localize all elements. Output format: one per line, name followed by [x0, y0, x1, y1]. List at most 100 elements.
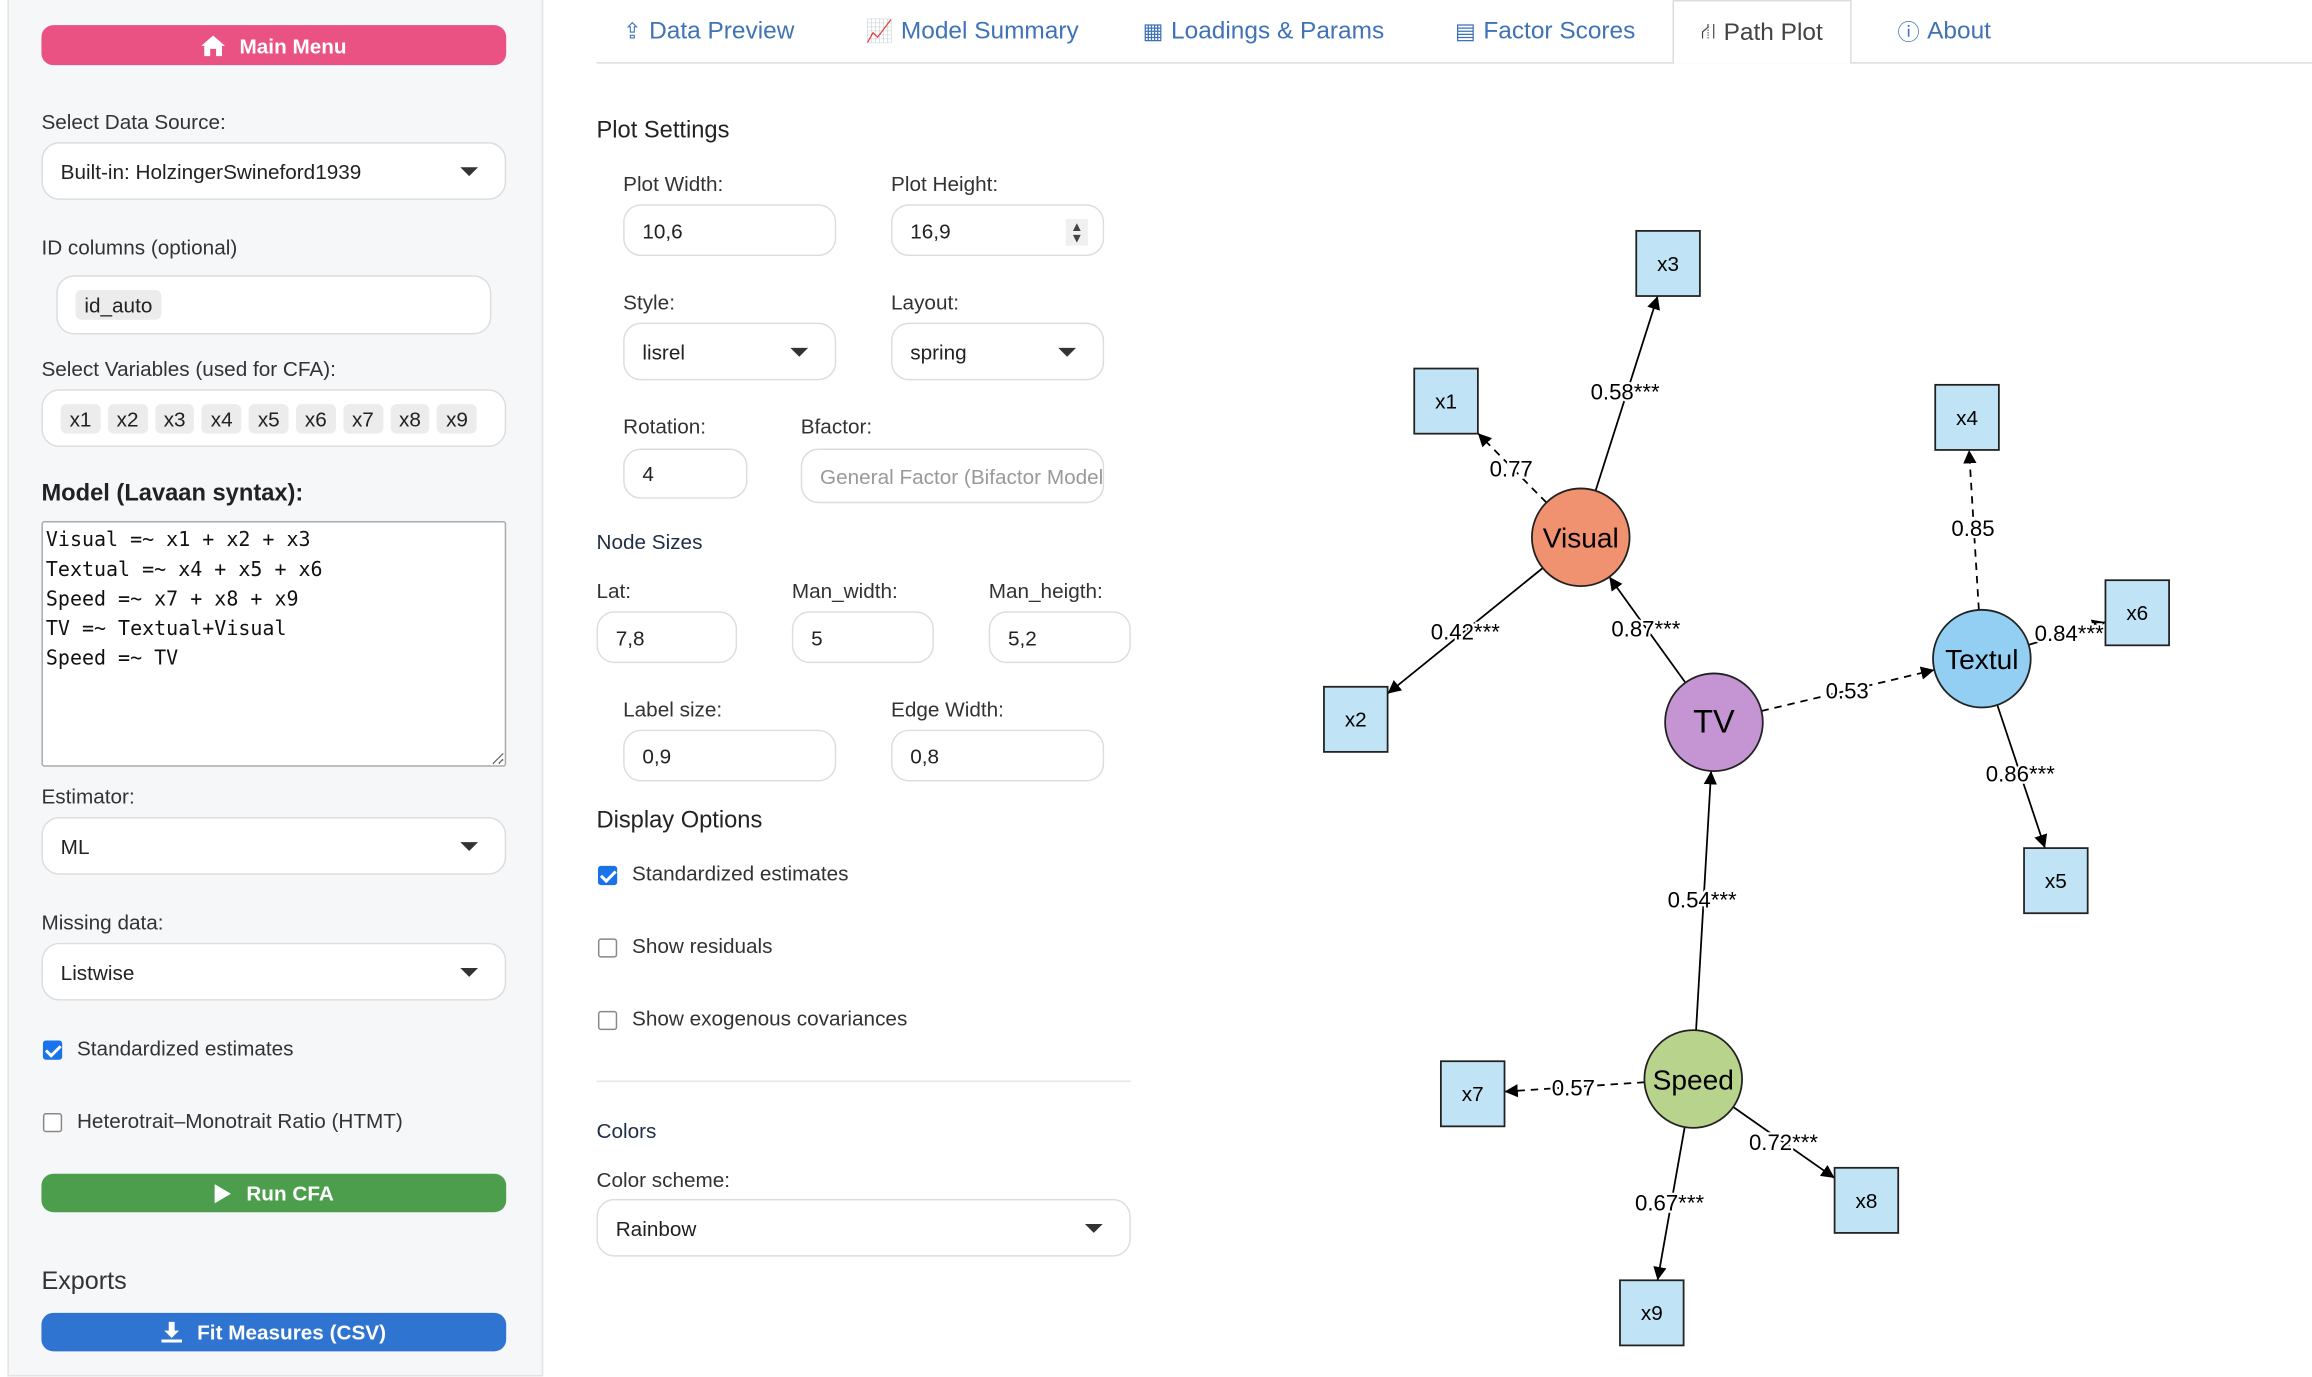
manifest-label: x1	[1435, 391, 1457, 414]
variable-chip[interactable]: x2	[107, 403, 148, 433]
edge-label: 0.85	[1951, 516, 1994, 541]
download-icon	[161, 1321, 183, 1343]
latent-node-speed	[1643, 1029, 1743, 1129]
model-textarea[interactable]: Visual =~ x1 + x2 + x3 Textual =~ x4 + x…	[41, 520, 507, 767]
manifest-label: x7	[1462, 1083, 1484, 1106]
id-columns-input[interactable]: id_auto	[56, 275, 492, 335]
manifest-label: x2	[1345, 709, 1367, 732]
tab-model-summary[interactable]: 📈 Model Summary	[866, 0, 1079, 62]
edge-width-input[interactable]: 0,8	[891, 729, 1105, 782]
manifest-label: x4	[1956, 407, 1978, 430]
tab-loadings-params[interactable]: ▦ Loadings & Params	[1143, 0, 1385, 62]
variables-input[interactable]: x1 x2 x3 x4 x5 x6 x7 x8 x9	[41, 389, 507, 447]
plot-height-input[interactable]: 16,9 ▲ ▼	[891, 204, 1105, 257]
layout-select[interactable]: spring	[891, 322, 1105, 381]
tab-label: Path Plot	[1723, 18, 1823, 46]
variable-chip[interactable]: x8	[390, 403, 430, 433]
manifest-label: x3	[1657, 253, 1679, 276]
edge-TV-Visual	[1608, 576, 1687, 684]
edge-label: 0.84***	[2035, 621, 2104, 646]
manifest-node-x7	[1439, 1060, 1506, 1128]
man-width-input[interactable]: 5	[791, 611, 934, 664]
standardized-label: Standardized estimates	[76, 1036, 294, 1060]
edge-label: 0.72***	[1749, 1130, 1818, 1155]
variables-label: Select Variables (used for CFA):	[41, 356, 336, 381]
edge-Visual-x1	[1477, 432, 1548, 504]
edge-label: 0.67***	[1635, 1191, 1704, 1216]
edge-Textul-x6	[2028, 619, 2106, 646]
estimator-select[interactable]: ML	[41, 817, 507, 875]
play-icon	[215, 1183, 232, 1203]
exo-cov-label: Show exogenous covariances	[632, 1006, 908, 1031]
data-source-select[interactable]: Built-in: HolzingerSwineford1939	[41, 142, 507, 200]
standardized-checkbox[interactable]	[42, 1040, 63, 1060]
latent-node-tv	[1664, 672, 1764, 773]
exports-heading: Exports	[41, 1266, 127, 1296]
edge-label: 0.42***	[1431, 619, 1500, 644]
tab-divider	[596, 62, 2312, 64]
rotation-input[interactable]: 4	[623, 448, 748, 499]
manifest-node-x6	[2104, 579, 2170, 647]
tab-label: Loadings & Params	[1171, 17, 1385, 44]
bfactor-input[interactable]: General Factor (Bifactor Model)	[800, 448, 1105, 504]
rotation-value: 4	[642, 461, 654, 486]
variable-chip[interactable]: x6	[295, 403, 336, 433]
main-menu-button[interactable]: Main Menu	[41, 25, 507, 66]
plot-width-input[interactable]: 10,6	[623, 204, 837, 257]
variable-chip[interactable]: x1	[60, 403, 101, 433]
tab-factor-scores[interactable]: ▤ Factor Scores	[1455, 0, 1635, 62]
htmt-checkbox[interactable]	[42, 1113, 63, 1133]
divider	[596, 1080, 1131, 1082]
tab-about[interactable]: ⓘ About	[1897, 0, 1990, 62]
tab-path-plot[interactable]: ⛙ Path Plot	[1672, 0, 1851, 64]
variable-chip[interactable]: x9	[437, 403, 477, 433]
plot-width-value: 10,6	[642, 218, 683, 242]
run-cfa-label: Run CFA	[246, 1181, 334, 1205]
edge-Speed-x7	[1504, 1081, 1645, 1098]
manifest-label: x6	[2126, 602, 2148, 625]
residuals-label: Show residuals	[632, 933, 773, 958]
manifest-label: x5	[2045, 870, 2067, 893]
id-columns-label: ID columns (optional)	[41, 235, 238, 260]
data-source-value: Built-in: HolzingerSwineford1939	[60, 159, 362, 183]
variable-chip[interactable]: x4	[201, 403, 242, 433]
exo-cov-checkbox[interactable]	[597, 1010, 618, 1031]
variable-chip[interactable]: x3	[154, 403, 195, 433]
edge-label: 0.87***	[1611, 616, 1680, 641]
label-size-input[interactable]: 0,9	[623, 729, 837, 782]
man-height-input[interactable]: 5,2	[988, 611, 1131, 664]
spinner-icon[interactable]: ▲ ▼	[1065, 219, 1088, 246]
estimator-label: Estimator:	[41, 784, 135, 809]
style-select[interactable]: lisrel	[623, 322, 837, 381]
missing-select[interactable]: Listwise	[41, 942, 507, 1001]
std-estimates-checkbox[interactable]	[597, 865, 618, 886]
latent-label: Textul	[1945, 644, 2018, 675]
edge-label: 0.53	[1826, 679, 1869, 704]
display-options-heading: Display Options	[596, 808, 763, 834]
variable-chip[interactable]: x7	[343, 403, 383, 433]
variable-chip[interactable]: x5	[248, 403, 289, 433]
run-cfa-button[interactable]: Run CFA	[41, 1173, 507, 1213]
edge-TV-Textul	[1761, 666, 1935, 712]
table-icon: ▦	[1142, 19, 1164, 45]
latent-label: Speed	[1653, 1064, 1734, 1095]
color-scheme-label: Color scheme:	[596, 1167, 731, 1192]
manifest-node-x8	[1833, 1166, 1900, 1234]
calculator-icon: ▤	[1454, 19, 1476, 45]
id-chip[interactable]: id_auto	[75, 290, 162, 320]
residuals-checkbox[interactable]	[597, 938, 618, 958]
colors-heading: Colors	[596, 1118, 657, 1143]
manifest-label: x9	[1641, 1302, 1663, 1325]
rotation-label: Rotation:	[623, 414, 707, 439]
edge-Visual-x2	[1387, 567, 1544, 695]
tab-data-preview[interactable]: ⇪ Data Preview	[623, 0, 794, 62]
tab-label: Model Summary	[900, 17, 1079, 44]
color-scheme-select[interactable]: Rainbow	[596, 1198, 1131, 1257]
lat-input[interactable]: 7,8	[596, 611, 738, 664]
label-size-label: Label size:	[623, 697, 723, 721]
missing-value: Listwise	[60, 959, 135, 984]
edge-Speed-TV	[1695, 770, 1717, 1031]
fit-measures-csv-button[interactable]: Fit Measures (CSV)	[41, 1312, 507, 1352]
manifest-node-x5	[2023, 847, 2089, 915]
